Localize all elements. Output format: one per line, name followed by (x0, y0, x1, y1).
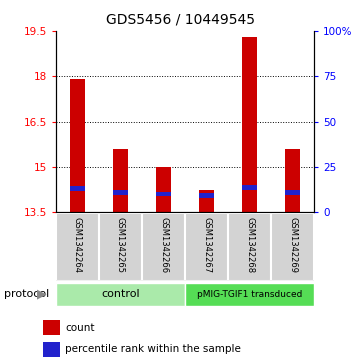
Bar (199, 189, 214, 212)
Text: GSM1342264: GSM1342264 (73, 217, 82, 273)
Text: GSM1342266: GSM1342266 (159, 217, 168, 274)
Bar (242, 185, 257, 190)
Text: protocol: protocol (4, 289, 49, 299)
Text: ▶: ▶ (37, 288, 46, 301)
Bar (285, 149, 300, 212)
Bar (185, 283, 314, 306)
Text: GSM1342269: GSM1342269 (288, 217, 297, 273)
Bar (142, 213, 185, 281)
Bar (56, 213, 99, 281)
Bar (271, 213, 314, 281)
Bar (228, 213, 271, 281)
Bar (285, 191, 300, 195)
Text: pMIG-TGIF1 transduced: pMIG-TGIF1 transduced (197, 290, 302, 299)
Text: GDS5456 / 10449545: GDS5456 / 10449545 (106, 13, 255, 27)
Bar (56, 283, 185, 306)
Bar (199, 193, 214, 198)
Bar (113, 191, 128, 195)
Bar (113, 149, 128, 212)
Bar (156, 167, 171, 212)
Bar (156, 192, 171, 196)
Bar (43, 342, 60, 357)
Text: GSM1342267: GSM1342267 (202, 217, 211, 274)
Bar (43, 320, 60, 335)
Text: count: count (65, 323, 95, 333)
Bar (185, 213, 228, 281)
Text: control: control (101, 289, 140, 299)
Text: GSM1342268: GSM1342268 (245, 217, 254, 274)
Bar (242, 37, 257, 212)
Bar (70, 187, 85, 191)
Bar (99, 213, 142, 281)
Text: GSM1342265: GSM1342265 (116, 217, 125, 273)
Bar (70, 79, 85, 212)
Text: percentile rank within the sample: percentile rank within the sample (65, 344, 241, 354)
